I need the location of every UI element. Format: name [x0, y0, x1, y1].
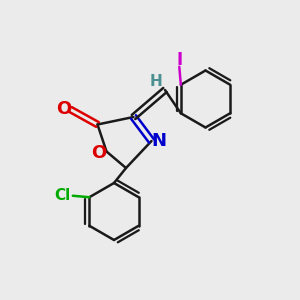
Text: I: I — [176, 51, 182, 69]
Text: O: O — [56, 100, 71, 118]
Text: H: H — [150, 74, 162, 88]
Text: N: N — [152, 132, 166, 150]
Text: O: O — [92, 144, 106, 162]
Text: Cl: Cl — [54, 188, 70, 203]
